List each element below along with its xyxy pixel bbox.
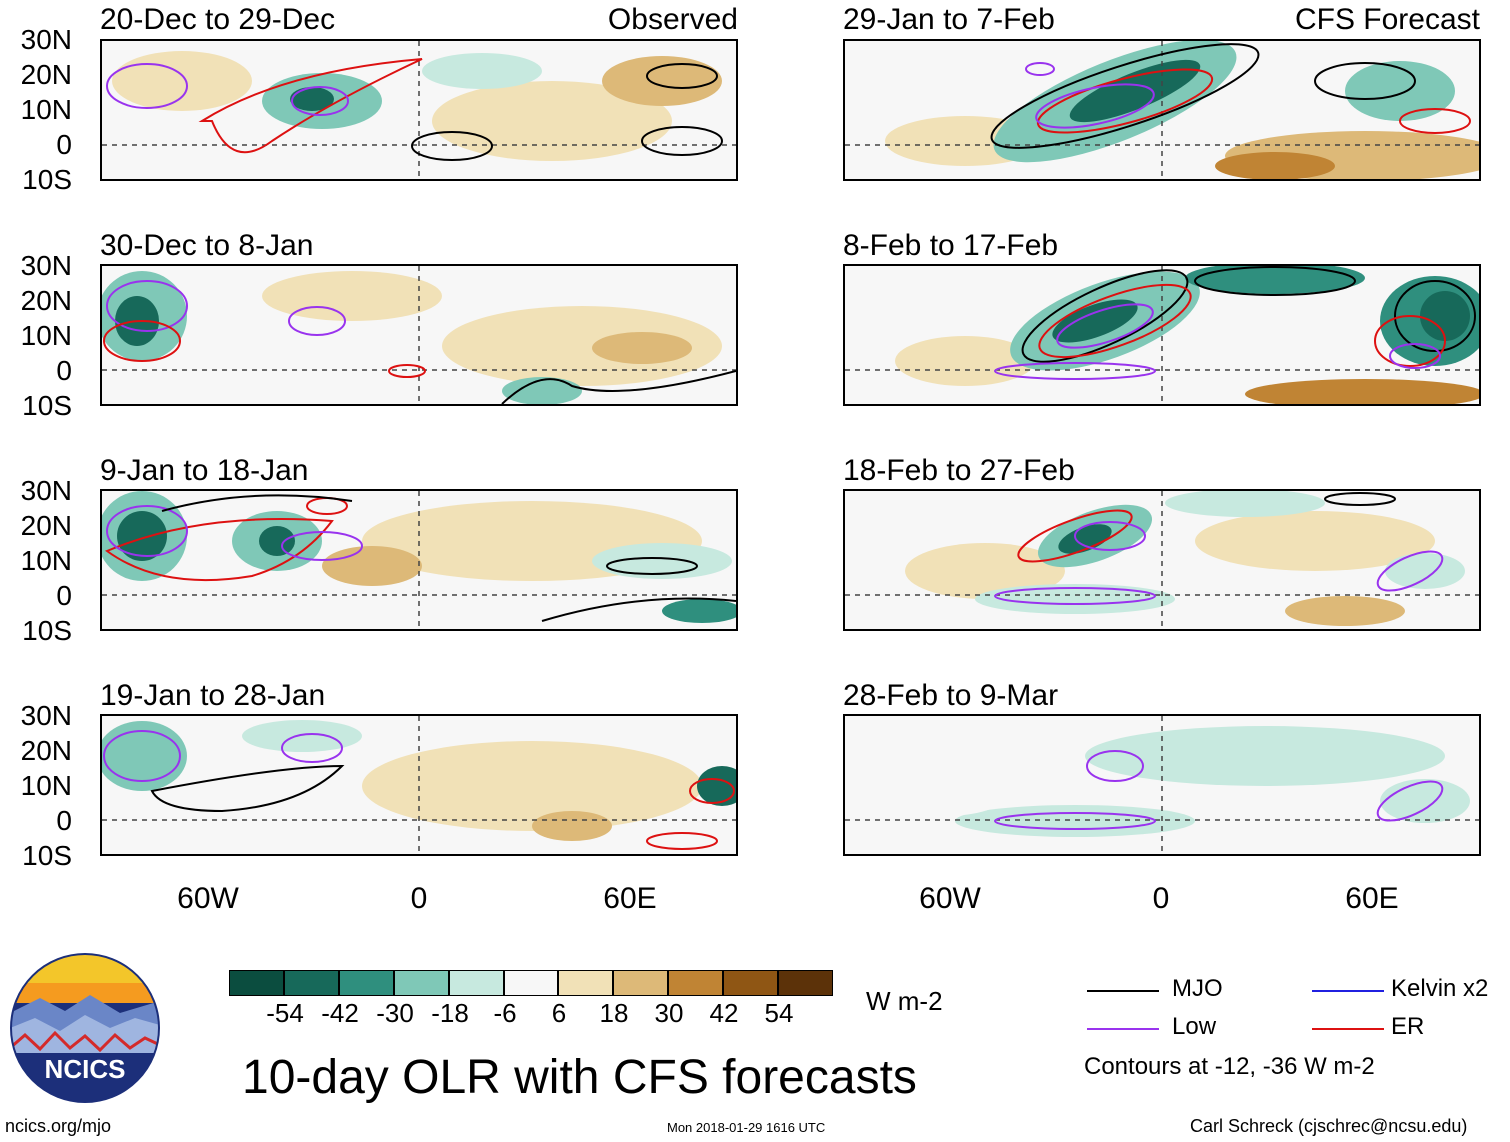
colorbar-swatch (393, 970, 449, 996)
panel-title-obs-4: 19-Jan to 28-Jan (100, 679, 326, 712)
colorbar-tick: 54 (764, 998, 794, 1028)
lat-label: 10N (20, 545, 72, 576)
lat-label: 0 (56, 805, 72, 836)
lat-label: 10S (22, 164, 72, 195)
lon-label-obs: 60E (603, 882, 657, 915)
colorbar-tick: 42 (709, 998, 739, 1028)
colorbar-units: W m-2 (866, 986, 943, 1016)
map-panel-obs-4 (100, 714, 738, 856)
colorbar-swatch (338, 970, 394, 996)
legend-line-kelvin (1312, 990, 1384, 992)
logo-text: NCICS (45, 1054, 126, 1084)
colorbar-tick: -42 (321, 998, 359, 1028)
lat-label: 10S (22, 390, 72, 421)
colorbar-swatch (668, 970, 724, 996)
legend-note: Contours at -12, -36 W m-2 (1084, 1053, 1375, 1080)
legend-label-low: Low (1172, 1013, 1217, 1040)
colorbar-swatch (283, 970, 339, 996)
map-panel-obs-1 (100, 39, 738, 181)
lat-label: 10N (20, 770, 72, 801)
observed-label: Observed (607, 3, 738, 36)
lon-label-obs: 60W (177, 882, 239, 915)
colorbar-tick: 6 (551, 998, 567, 1028)
colorbar-tick: 30 (654, 998, 684, 1028)
colorbar-tick: -30 (376, 998, 414, 1028)
legend-line-mjo (1087, 990, 1159, 992)
map-panel-fc-1 (843, 39, 1481, 181)
map-panel-fc-4 (843, 714, 1481, 856)
colorbar-tick: -18 (431, 998, 469, 1028)
footer-site: ncics.org/mjo (5, 1116, 112, 1136)
lat-label: 20N (20, 510, 72, 541)
lat-label: 20N (20, 735, 72, 766)
panel-title-fc-2: 8-Feb to 17-Feb (843, 229, 1059, 262)
lon-label-fc: 60E (1345, 882, 1399, 915)
colorbar-swatch (723, 970, 779, 996)
colorbar-tick: -6 (493, 998, 517, 1028)
colorbar-swatch (558, 970, 614, 996)
colorbar-tick: 18 (599, 998, 629, 1028)
colorbar-swatch (613, 970, 669, 996)
lon-label-fc: 60W (919, 882, 981, 915)
map-panel-obs-2 (100, 264, 738, 406)
lat-label: 20N (20, 59, 72, 90)
lat-label: 0 (56, 129, 72, 160)
page-title: 10-day OLR with CFS forecasts (242, 1051, 917, 1104)
lat-label: 0 (56, 355, 72, 386)
map-panel-fc-3 (843, 489, 1481, 631)
legend-line-low (1087, 1028, 1159, 1030)
lon-label-fc: 0 (1152, 882, 1170, 915)
colorbar-swatch (448, 970, 504, 996)
panel-title-obs-1: 20-Dec to 29-Dec (100, 3, 336, 36)
lat-label: 10S (22, 615, 72, 646)
footer-timestamp: Mon 2018-01-29 1616 UTC (667, 1120, 826, 1135)
panel-title-obs-2: 30-Dec to 8-Jan (100, 229, 314, 262)
lat-label: 20N (20, 285, 72, 316)
footer-author: Carl Schreck (cjschrec@ncsu.edu) (1190, 1116, 1468, 1136)
lat-label: 10N (20, 94, 72, 125)
colorbar (229, 970, 833, 996)
panel-title-fc-1: 29-Jan to 7-Feb (843, 3, 1055, 36)
lat-label: 30N (20, 700, 72, 731)
lat-label: 10N (20, 320, 72, 351)
lat-label: 30N (20, 24, 72, 55)
forecast-label: CFS Forecast (1294, 3, 1480, 36)
colorbar-swatch (503, 970, 559, 996)
lat-label: 30N (20, 475, 72, 506)
ncics-logo: NCICS (10, 953, 160, 1103)
colorbar-swatch (229, 970, 284, 996)
legend-line-er (1312, 1028, 1384, 1030)
lon-label-obs: 0 (410, 882, 428, 915)
map-panel-obs-3 (100, 489, 738, 631)
map-panel-fc-2 (843, 264, 1481, 406)
lat-label: 10S (22, 840, 72, 871)
lat-label: 30N (20, 250, 72, 281)
panel-title-fc-3: 18-Feb to 27-Feb (843, 454, 1075, 487)
panel-title-obs-3: 9-Jan to 18-Jan (100, 454, 309, 487)
legend-label-er: ER (1391, 1013, 1425, 1040)
panel-title-fc-4: 28-Feb to 9-Mar (843, 679, 1059, 712)
legend-label-mjo: MJO (1172, 975, 1223, 1002)
lat-label: 0 (56, 580, 72, 611)
legend-label-kelvin: Kelvin x2 (1391, 975, 1489, 1002)
colorbar-swatch (778, 970, 833, 996)
colorbar-tick: -54 (266, 998, 304, 1028)
